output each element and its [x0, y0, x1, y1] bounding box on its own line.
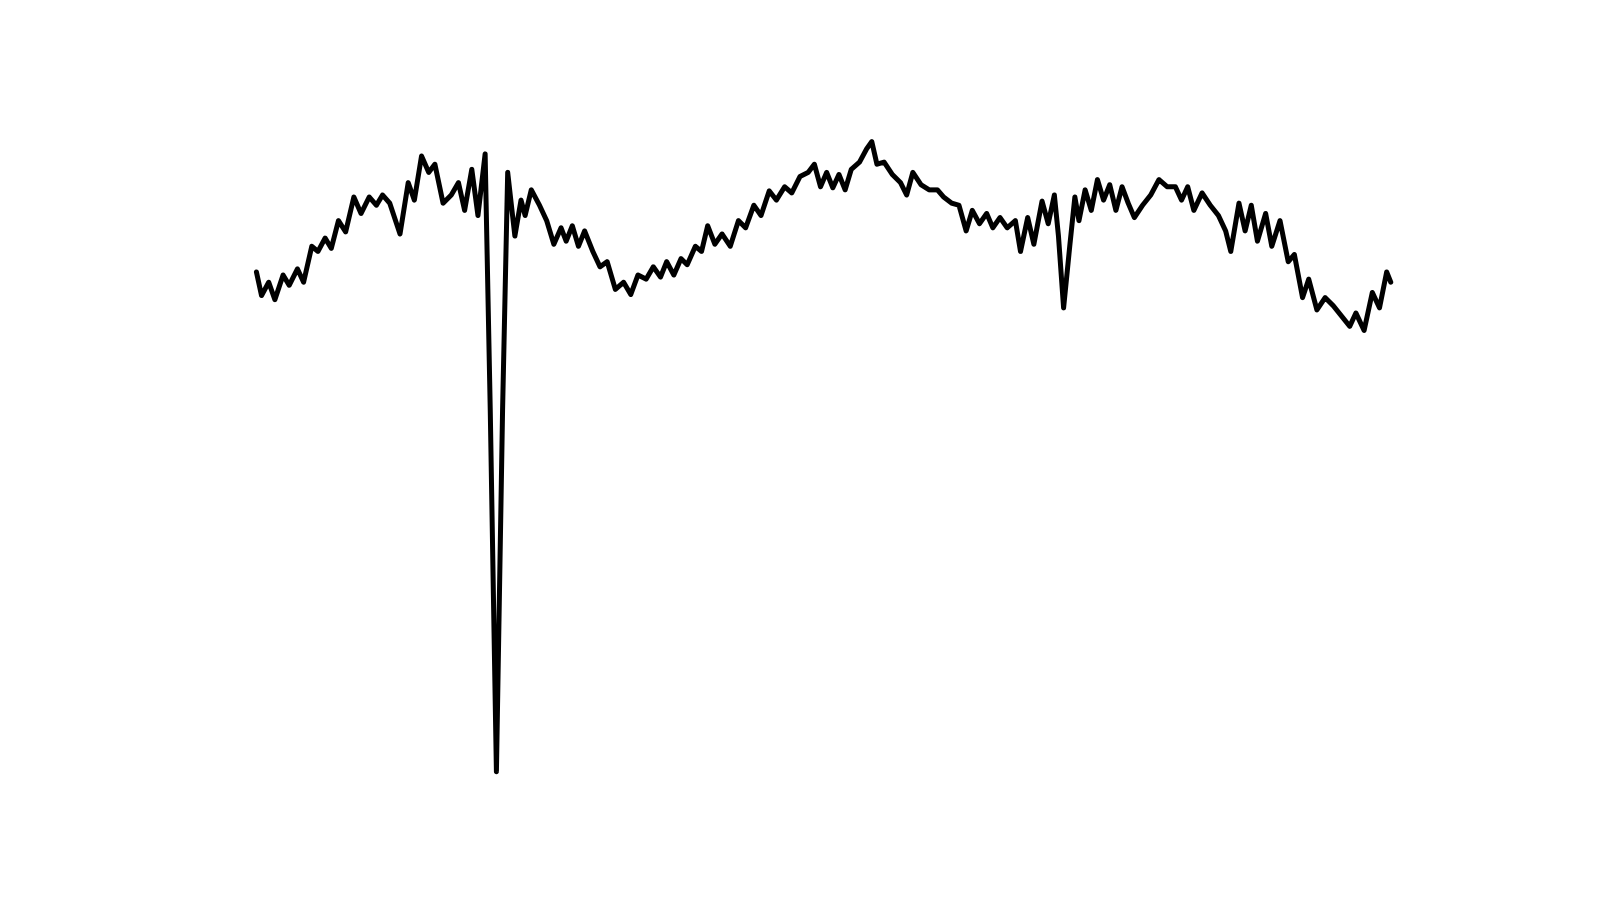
- data-line: [253, 139, 1394, 775]
